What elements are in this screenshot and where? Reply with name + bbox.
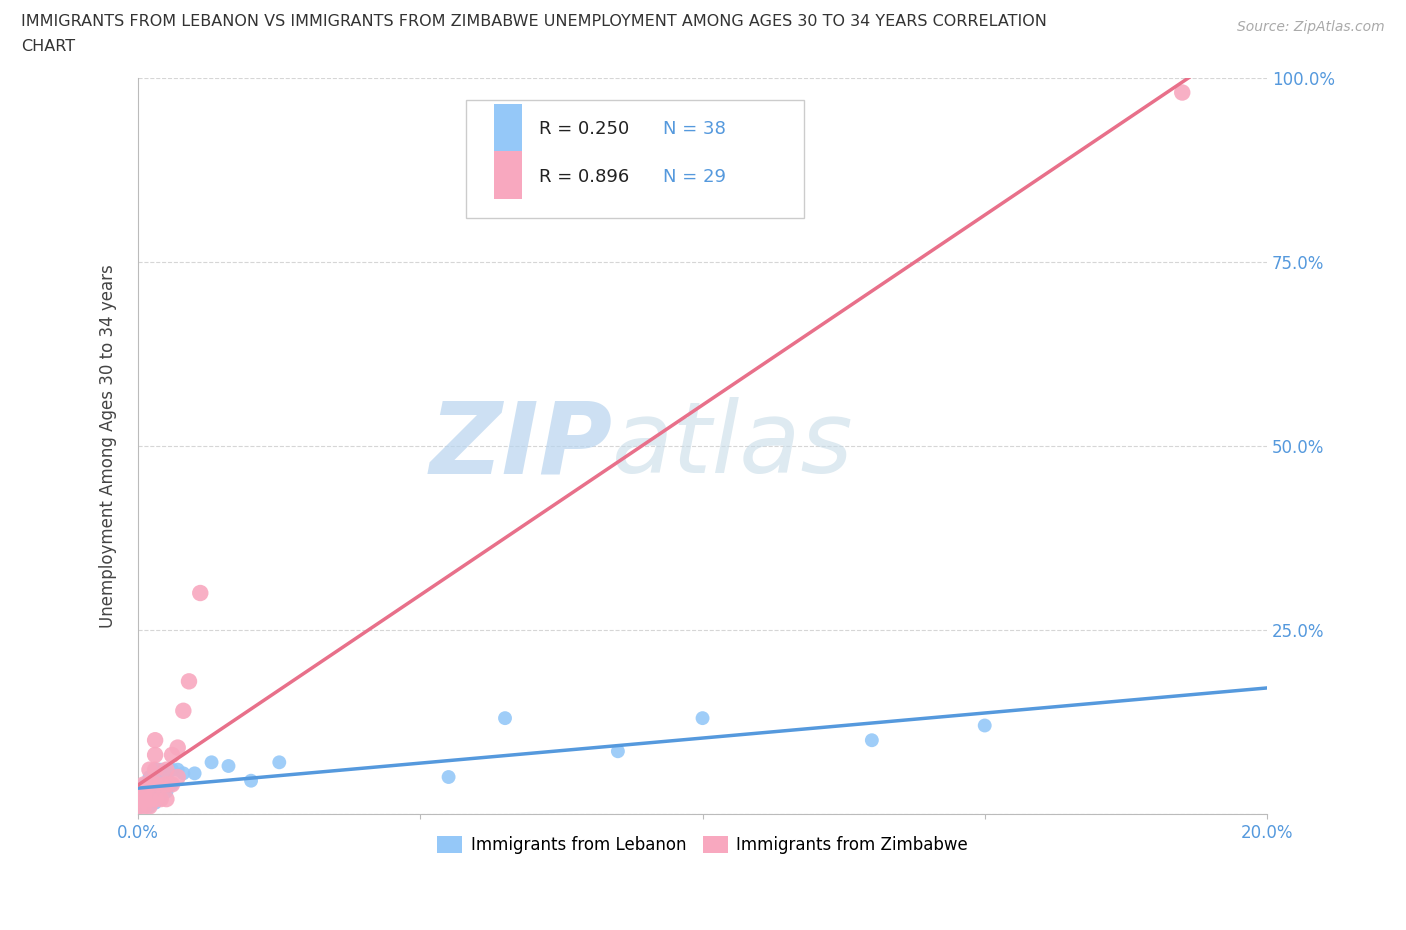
Point	[143, 791, 166, 806]
Point	[973, 718, 995, 733]
Text: R = 0.896: R = 0.896	[538, 168, 628, 186]
Point	[1171, 85, 1194, 100]
Point	[138, 777, 160, 791]
Point	[155, 770, 177, 785]
Point	[143, 777, 166, 791]
FancyBboxPatch shape	[494, 103, 522, 152]
Point	[155, 763, 177, 777]
Point	[138, 799, 160, 814]
Point	[143, 788, 166, 803]
Point	[132, 784, 155, 799]
Text: N = 29: N = 29	[664, 168, 725, 186]
Point	[437, 770, 460, 785]
Point	[177, 674, 200, 689]
Point	[166, 770, 188, 785]
Point	[138, 763, 160, 777]
Point	[149, 777, 172, 791]
Point	[132, 795, 155, 810]
Point	[860, 733, 883, 748]
FancyBboxPatch shape	[494, 152, 522, 199]
Point	[143, 763, 166, 777]
Text: ZIP: ZIP	[429, 397, 612, 495]
Point	[138, 799, 160, 814]
Point	[138, 770, 160, 785]
Y-axis label: Unemployment Among Ages 30 to 34 years: Unemployment Among Ages 30 to 34 years	[100, 264, 117, 628]
Text: Source: ZipAtlas.com: Source: ZipAtlas.com	[1237, 20, 1385, 34]
Point	[138, 791, 160, 806]
Point	[692, 711, 714, 725]
Point	[143, 733, 166, 748]
Point	[132, 777, 155, 791]
Point	[149, 791, 172, 806]
Text: R = 0.250: R = 0.250	[538, 120, 628, 139]
Text: IMMIGRANTS FROM LEBANON VS IMMIGRANTS FROM ZIMBABWE UNEMPLOYMENT AMONG AGES 30 T: IMMIGRANTS FROM LEBANON VS IMMIGRANTS FR…	[21, 14, 1047, 29]
Point	[183, 766, 205, 781]
Point	[149, 763, 172, 777]
Point	[143, 795, 166, 810]
Point	[160, 748, 183, 763]
Point	[149, 791, 172, 806]
Point	[138, 784, 160, 799]
Text: atlas: atlas	[612, 397, 853, 495]
Point	[172, 766, 194, 781]
Point	[132, 791, 155, 806]
Point	[172, 703, 194, 718]
Point	[155, 784, 177, 799]
Point	[160, 777, 183, 791]
Point	[127, 799, 149, 814]
Point	[269, 755, 291, 770]
Point	[127, 784, 149, 799]
Point	[160, 777, 183, 791]
Point	[132, 784, 155, 799]
Point	[143, 763, 166, 777]
Point	[132, 799, 155, 814]
Point	[132, 788, 155, 803]
Point	[240, 773, 263, 788]
Text: CHART: CHART	[21, 39, 75, 54]
Point	[132, 791, 155, 806]
Point	[132, 799, 155, 814]
Point	[188, 586, 211, 601]
Point	[160, 763, 183, 777]
Point	[166, 763, 188, 777]
Point	[132, 777, 155, 791]
Point	[149, 777, 172, 791]
Point	[155, 791, 177, 806]
FancyBboxPatch shape	[465, 100, 804, 218]
Point	[127, 799, 149, 814]
Point	[166, 740, 188, 755]
Point	[138, 791, 160, 806]
Point	[143, 773, 166, 788]
Point	[138, 777, 160, 791]
Point	[200, 755, 222, 770]
Point	[606, 744, 628, 759]
Legend: Immigrants from Lebanon, Immigrants from Zimbabwe: Immigrants from Lebanon, Immigrants from…	[430, 830, 974, 860]
Text: N = 38: N = 38	[664, 120, 725, 139]
Point	[127, 791, 149, 806]
Point	[143, 748, 166, 763]
Point	[494, 711, 516, 725]
Point	[155, 777, 177, 791]
Point	[143, 780, 166, 795]
Point	[127, 791, 149, 806]
Point	[218, 759, 240, 774]
